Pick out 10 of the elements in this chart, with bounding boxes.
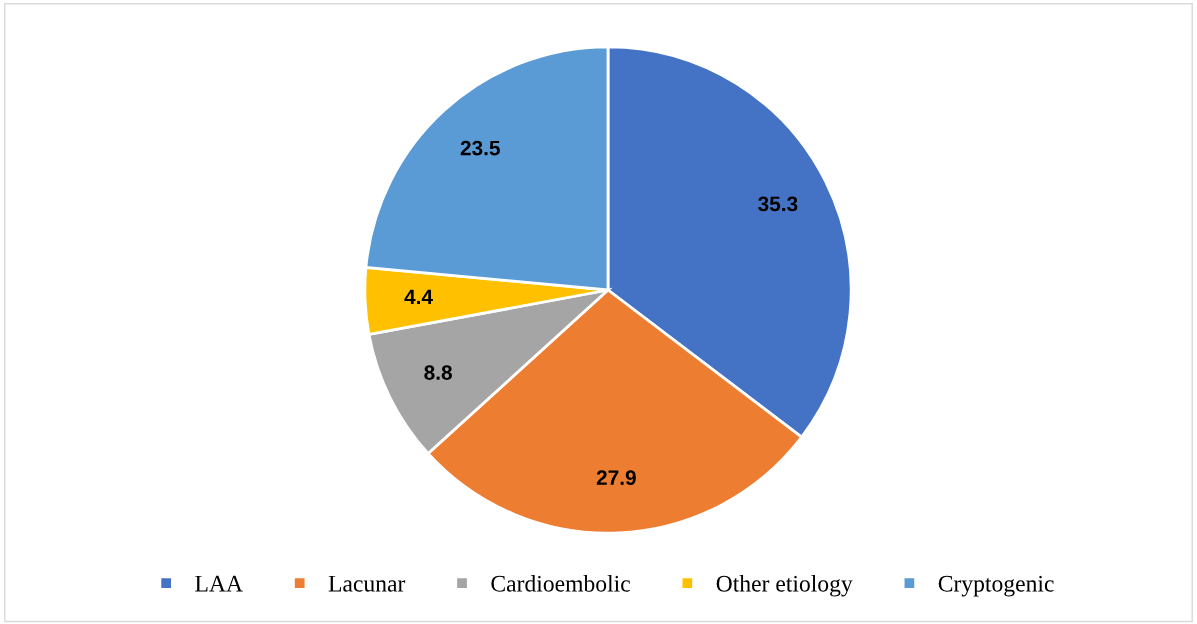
data-label: 35.3 [758, 196, 798, 212]
legend-label: Cryptogenic [938, 575, 1054, 597]
data-label: 4.4 [404, 289, 433, 305]
legend-label: LAA [195, 575, 243, 592]
legend-label: Lacunar [328, 575, 406, 592]
data-label: 8.8 [424, 365, 452, 380]
legend-label: Cardioembolic [491, 575, 630, 592]
data-label: 27.9 [596, 470, 636, 486]
data-label: 23.5 [460, 140, 500, 156]
legend-label: Other etiology [716, 575, 853, 597]
